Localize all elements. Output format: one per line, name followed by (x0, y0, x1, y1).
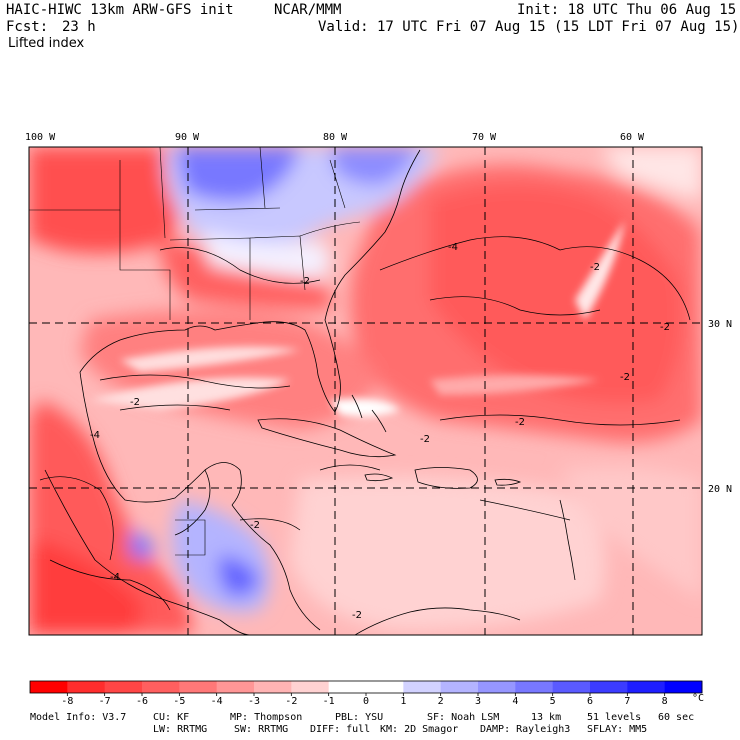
contour-label: -2 (660, 322, 670, 333)
colorbar-label: -2 (285, 696, 298, 707)
colorbar-swatch (104, 681, 143, 693)
colorbar-label: 4 (512, 696, 519, 707)
lon-label: 80 W (323, 132, 348, 143)
contour-label: -2 (515, 417, 525, 428)
colorbar-label: 2 (437, 696, 444, 707)
footer-model-info: Model Info: V3.7 (30, 712, 127, 723)
contour-label: -2 (352, 610, 362, 621)
colorbar-swatch (216, 681, 255, 693)
colorbar-label: 8 (661, 696, 668, 707)
contour-label: -4 (448, 242, 458, 253)
colorbar-swatch (515, 681, 554, 693)
lon-label: 70 W (472, 132, 497, 143)
colorbar (29, 680, 703, 696)
contour-label: -2 (300, 276, 310, 287)
colorbar-label: -7 (98, 696, 111, 707)
contour-label: -2 (590, 262, 600, 273)
colorbar-label: -5 (173, 696, 186, 707)
colorbar-swatch (590, 681, 628, 693)
lon-label: 90 W (175, 132, 200, 143)
forecast-label: Fcst: (6, 19, 49, 35)
footer-timestep: 60 sec (658, 712, 695, 723)
colorbar-swatch (627, 681, 666, 693)
colorbar-label: 0 (362, 696, 370, 707)
lat-label: 20 N (708, 484, 732, 495)
footer-damping: DAMP: Rayleigh3 (480, 724, 571, 735)
contour-label: -4 (110, 572, 120, 583)
colorbar-swatch (552, 681, 591, 693)
lon-label: 100 W (25, 132, 56, 143)
footer-surface: SF: Noah LSM (427, 712, 500, 723)
footer-resolution: 13 km (531, 712, 562, 723)
footer-surface-layer: SFLAY: MM5 (587, 724, 648, 735)
footer-km: KM: 2D Smagor (380, 724, 459, 735)
colorbar-swatch (440, 681, 479, 693)
colorbar-label: 3 (474, 696, 482, 707)
coastlines (44, 149, 576, 635)
colorbar-swatch (403, 681, 442, 693)
colorbar-swatch (67, 681, 106, 693)
colorbar-swatch (664, 681, 703, 693)
colorbar-label: -8 (61, 696, 74, 707)
colorbar-label: 7 (624, 696, 631, 707)
contour-label: -2 (620, 372, 630, 383)
model-title: HAIC-HIWC 13km ARW-GFS init (6, 2, 234, 18)
init-time: Init: 18 UTC Thu 06 Aug 15 (517, 2, 737, 18)
field-name: Lifted index (8, 36, 85, 51)
footer-levels: 51 levels (587, 712, 642, 723)
colorbar-swatch (328, 681, 367, 693)
colorbar-label: -3 (247, 696, 261, 707)
footer-cumulus: CU: KF (153, 712, 190, 723)
footer-diffusion: DIFF: full (310, 724, 371, 735)
footer-shortwave: SW: RRTMG (234, 724, 289, 735)
colorbar-label: 1 (400, 696, 407, 707)
contour-label-group: -4 -4 -2 -2 -2 -2 -2 -2 -2 -4 -2 -2 (90, 242, 670, 621)
colorbar-swatch (478, 681, 516, 693)
footer-pbl: PBL: YSU (335, 712, 384, 723)
colorbar-label: -4 (210, 696, 223, 707)
colorbar-label: -6 (135, 696, 149, 707)
footer-longwave: LW: RRTMG (153, 724, 208, 735)
footer-microphysics: MP: Thompson (230, 712, 303, 723)
state-borders (29, 147, 361, 556)
lat-lon-grid (29, 147, 702, 635)
contour-label: -2 (420, 434, 430, 445)
colorbar-label: -1 (322, 696, 335, 707)
colorbar-swatch (254, 681, 292, 693)
colorbar-label: 6 (586, 696, 594, 707)
lat-label: 30 N (708, 319, 732, 330)
colorbar-label: 5 (549, 696, 556, 707)
colorbar-swatch (142, 681, 180, 693)
map-frame (28, 146, 703, 636)
contour-label: -2 (250, 520, 260, 531)
colorbar-swatch (366, 681, 404, 693)
colorbar-swatch (291, 681, 330, 693)
institution-label: NCAR/MMM (274, 2, 342, 18)
forecast-hour: 23 h (62, 19, 96, 35)
colorbar-unit: °C (692, 693, 705, 704)
lon-label: 60 W (620, 132, 645, 143)
valid-time: Valid: 17 UTC Fri 07 Aug 15 (15 LDT Fri … (318, 19, 740, 35)
contour-label: -2 (130, 397, 140, 408)
field-detail (90, 220, 625, 417)
contour-label: -4 (90, 430, 100, 441)
contour-lines (39, 236, 691, 611)
colorbar-swatch (30, 681, 68, 693)
colorbar-swatch (179, 681, 218, 693)
